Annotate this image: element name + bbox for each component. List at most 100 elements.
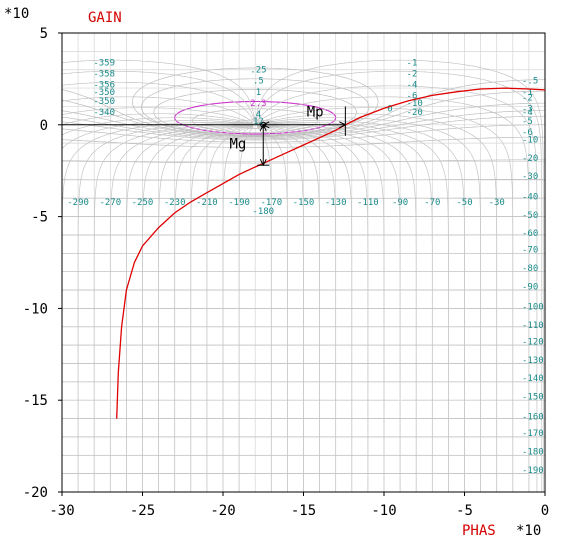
x-tick-label: -30	[49, 503, 74, 519]
nichols-contour	[61, 117, 254, 136]
contour-label-mag-top: 2.3	[250, 99, 266, 109]
contour-label-mag: -5	[522, 117, 533, 127]
contour-label-mag: -.5	[522, 77, 538, 87]
contour-label-phase: -170	[260, 198, 282, 208]
y-tick-label: -15	[23, 393, 48, 409]
phase-margin-arrow	[339, 121, 347, 129]
nichols-contour	[255, 107, 514, 492]
contour-label-mag-right: -10	[407, 99, 423, 109]
contour-label-phase: -70	[424, 198, 440, 208]
nichols-contour	[126, 124, 254, 492]
contour-label-mag-right: -2	[407, 69, 418, 79]
contour-label-mag-top: .5	[253, 77, 264, 87]
contour-label-phase: -270	[99, 198, 121, 208]
contour-label-mag-top: .25	[250, 66, 266, 76]
contour-label-mag: -80	[522, 264, 538, 274]
x-tick-label: -25	[130, 503, 155, 519]
contour-label-phase: -90	[392, 198, 408, 208]
nichols-contour	[61, 81, 255, 123]
nichols-contour	[257, 125, 369, 492]
nichols-contour	[206, 126, 254, 492]
nichols-contour	[257, 124, 385, 492]
nichols-contour-labels: -.5-1-2-3-4-5-6-10-20-30-40-50-60-70-80-…	[67, 58, 543, 476]
contour-label-mag-top: 12	[253, 117, 264, 127]
contour-label-mag: -1	[522, 88, 533, 98]
nichols-contour	[61, 90, 545, 138]
contour-label-phase: -130	[325, 198, 347, 208]
contour-label-mag: -30	[522, 172, 538, 182]
contour-label-mag-right: -4	[407, 80, 418, 90]
nichols-contour	[61, 136, 545, 148]
contour-label-phase: -50	[456, 198, 472, 208]
contour-label-left: -350	[93, 88, 115, 98]
contour-label-phase: -180	[252, 207, 274, 217]
x-tick-label: -5	[456, 503, 473, 519]
contour-label-left: -350	[93, 97, 115, 107]
nichols-contour	[174, 125, 254, 492]
nichols-contour	[158, 125, 254, 492]
contour-label-mag: -50	[522, 211, 538, 221]
contour-label-mag: -120	[522, 337, 544, 347]
nichols-contour	[257, 126, 304, 492]
nichols-contour	[257, 127, 272, 492]
contour-label-mag: -100	[522, 303, 544, 313]
y-tick-label: -5	[31, 210, 48, 226]
contour-label-phase: -290	[67, 198, 89, 208]
nichols-contour	[255, 124, 417, 492]
contour-label-mag: -4	[522, 108, 533, 118]
series	[116, 87, 546, 419]
contour-label-mag: -90	[522, 282, 538, 292]
contour-label-mag: -6	[522, 128, 533, 138]
contour-label-mag: -180	[522, 448, 544, 458]
nichols-contour	[190, 126, 254, 492]
nichols-contour	[255, 70, 543, 492]
contour-label-phase: -250	[132, 198, 154, 208]
x-tick-label: -20	[210, 503, 235, 519]
nichols-contour	[257, 126, 288, 492]
y-axis-label: GAIN	[88, 10, 122, 26]
contour-label-mag: -2	[522, 93, 533, 103]
nichols-contour	[62, 179, 545, 181]
contour-label-mag: -20	[522, 154, 538, 164]
nichols-contour	[255, 96, 530, 492]
series-line	[116, 87, 546, 419]
nichols-contour	[257, 125, 353, 492]
y-multiplier: *10	[4, 6, 29, 22]
nichols-contour	[238, 127, 254, 492]
contour-label-left: -358	[93, 69, 115, 79]
x-tick-label: 0	[541, 503, 549, 519]
contour-label-mag-right: -1	[407, 58, 418, 68]
contour-label-mag: -140	[522, 374, 544, 384]
y-tick-label: -10	[23, 301, 48, 317]
contour-label-mag-right: -6	[407, 91, 418, 101]
nichols-contour	[61, 107, 254, 123]
contour-label-phase: -150	[293, 198, 315, 208]
annotations: Mp Mg	[229, 105, 347, 167]
contour-label-left: -340	[93, 108, 115, 118]
contour-label-mag: -70	[522, 246, 538, 256]
axes: -30 -25 -20 -15 -10 -5 050-5-10-15-20	[23, 26, 550, 519]
nichols-contour	[255, 59, 544, 492]
y-tick-label: -20	[23, 485, 48, 501]
nichols-contour	[93, 124, 254, 492]
phase-margin-arrow	[262, 121, 270, 129]
contour-label-mag-right: 0	[387, 104, 392, 114]
nichols-contour	[255, 85, 538, 492]
nichols-contour	[142, 125, 254, 492]
nichols-contour	[257, 125, 337, 492]
nichols-contour	[61, 59, 256, 122]
contour-label-mag: -110	[522, 321, 544, 331]
contour-label-phase: -210	[196, 198, 218, 208]
nichols-contour	[109, 124, 254, 492]
contour-label-phase: -110	[357, 198, 379, 208]
nichols-contour	[61, 70, 255, 122]
nichols-contour	[77, 123, 254, 492]
annotation-mg: Mg	[229, 137, 246, 153]
contour-label-phase: -230	[164, 198, 186, 208]
nichols-contour	[255, 113, 498, 492]
contour-label-mag: -60	[522, 229, 538, 239]
annotation-mp: Mp	[307, 105, 324, 121]
x-axis-label: PHAS	[462, 523, 496, 539]
critical-point	[260, 121, 267, 128]
